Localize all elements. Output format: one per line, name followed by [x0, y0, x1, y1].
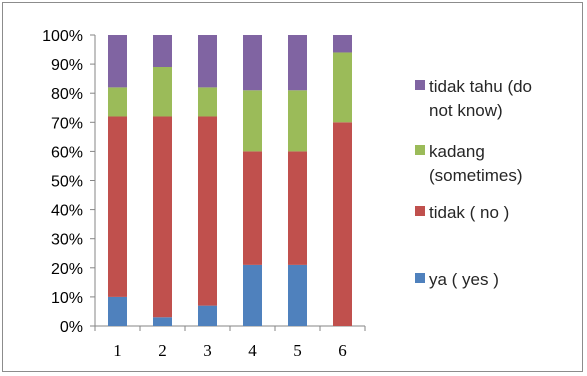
bar-segment [333, 52, 352, 123]
bar-segment [108, 296, 127, 326]
legend-label: kadang [429, 142, 485, 161]
y-tick-label: 10% [51, 290, 83, 307]
bar-segment [288, 264, 307, 326]
y-tick-label: 90% [51, 57, 83, 74]
legend-label: tidak ( no ) [429, 203, 509, 222]
bar-segment [153, 317, 172, 326]
x-tick-label: 5 [293, 341, 302, 360]
bar-segment [198, 35, 217, 88]
legend-swatch [415, 273, 425, 283]
y-tick-label: 70% [51, 115, 83, 132]
legend-label: ya ( yes ) [429, 270, 499, 289]
bar-segment [333, 122, 352, 326]
bar-segment [108, 116, 127, 297]
y-tick-label: 20% [51, 261, 83, 278]
bar-segment [243, 35, 262, 91]
y-tick-label: 100% [42, 28, 83, 45]
legend-label: tidak tahu (do [429, 77, 532, 96]
bar-segment [243, 151, 262, 265]
x-tick-labels: 1 2 3 4 5 6 [113, 341, 347, 360]
x-tick-label: 3 [203, 341, 212, 360]
bars [108, 35, 352, 326]
bar-segment [333, 35, 352, 53]
bar-segment [198, 116, 217, 306]
legend-swatch [415, 206, 425, 216]
y-tick-label: 30% [51, 232, 83, 249]
legend-label: (sometimes) [429, 166, 523, 185]
y-tick-label: 80% [51, 86, 83, 103]
x-tick-label: 1 [113, 341, 122, 360]
x-tick-label: 2 [158, 341, 167, 360]
bar-segment [153, 67, 172, 117]
axes [90, 34, 366, 331]
legend-swatch [415, 145, 425, 155]
legend-swatch [415, 80, 425, 90]
y-tick-label: 40% [51, 203, 83, 220]
bar-segment [153, 116, 172, 318]
y-tick-label: 0% [60, 319, 83, 336]
bar-segment [243, 90, 262, 152]
legend: tidak tahu (do not know) kadang (sometimes)… [415, 77, 532, 289]
bar-segment [288, 90, 307, 152]
bar-segment [288, 151, 307, 265]
y-tick-label: 50% [51, 174, 83, 191]
bar-segment [153, 35, 172, 68]
bar-segment [108, 87, 127, 117]
bar-segment [243, 264, 262, 326]
bar-segment [108, 35, 127, 88]
y-tick-label: 60% [51, 144, 83, 161]
bar-segment [198, 87, 217, 117]
y-tick-labels: 0% 10% 20% 30% 40% 50% 60% 70% 80% 90% 100% [42, 28, 83, 336]
legend-label: not know) [429, 101, 503, 120]
bar-segment [198, 305, 217, 326]
bar-segment [288, 35, 307, 91]
x-tick-label: 6 [338, 341, 347, 360]
x-tick-label: 4 [248, 341, 257, 360]
